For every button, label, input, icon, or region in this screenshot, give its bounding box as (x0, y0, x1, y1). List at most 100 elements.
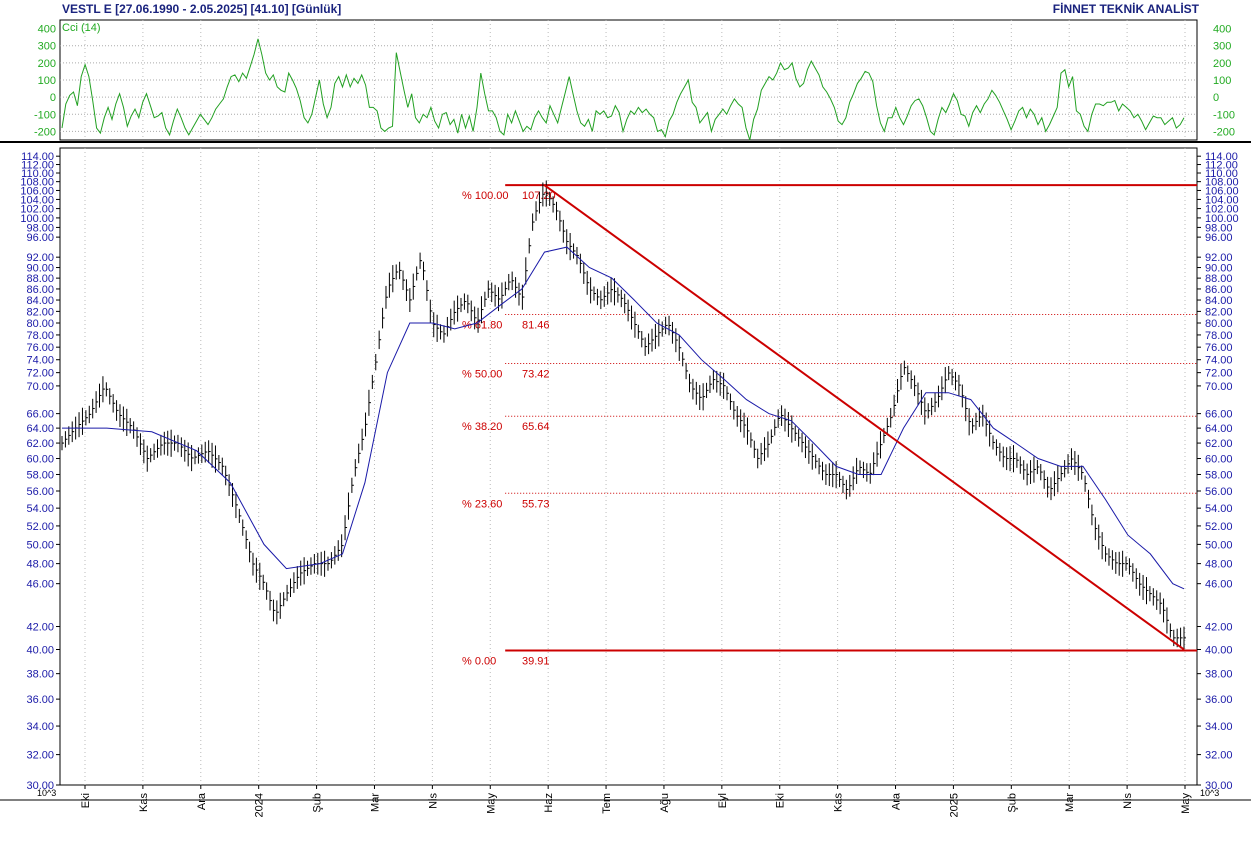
price-frame (59, 147, 1198, 786)
price-tick-label-right: 108.00 (1205, 177, 1239, 189)
price-tick-label-left: 40.00 (26, 644, 54, 656)
price-tick-label-right: 34.00 (1205, 721, 1233, 733)
fib-pct-label: % 0.00 (462, 656, 496, 668)
price-tick-label-left: 104.00 (20, 194, 54, 206)
fib-pct-label: % 23.60 (462, 498, 502, 510)
price-tick-label-right: 30.00 (1205, 780, 1233, 792)
price-tick-label-right: 52.00 (1205, 521, 1233, 533)
price-tick-label-right: 46.00 (1205, 579, 1233, 591)
price-tick-label-right: 36.00 (1205, 694, 1233, 706)
price-tick-label-right: 84.00 (1205, 295, 1233, 307)
x-tick-label: Tem (601, 793, 613, 814)
price-tick-label-left: 52.00 (26, 521, 54, 533)
axis-labels: 400 400 300 300 200 200 100 100 0 0 -100 -100 -200 -2… (20, 22, 1238, 817)
price-tick-label-right: 54.00 (1205, 503, 1233, 515)
cci-tick-label-left: -100 (34, 109, 56, 121)
price-tick-label-right: 96.00 (1205, 232, 1233, 244)
price-tick-label-right: 82.00 (1205, 306, 1233, 318)
cci-tick-label-right: 300 (1213, 41, 1231, 53)
price-tick-label-left: 108.00 (20, 177, 54, 189)
cci-tick-label-right: -200 (1213, 126, 1235, 138)
x-tick-label: Eki (775, 793, 787, 808)
price-tick-label-left: 82.00 (26, 306, 54, 318)
price-tick-label-left: 32.00 (26, 750, 54, 762)
price-tick-label-left: 72.00 (26, 368, 54, 380)
grid-lines (60, 20, 1197, 785)
cci-tick-label-left: 0 (50, 92, 56, 104)
price-tick-label-left: 54.00 (26, 503, 54, 515)
price-tick-label-right: 104.00 (1205, 194, 1239, 206)
price-tick-label-right: 90.00 (1205, 263, 1233, 275)
price-tick-label-left: 62.00 (26, 438, 54, 450)
x-tick-label: Eki (80, 793, 92, 808)
x-tick-label: Kas (833, 793, 845, 812)
chart-title: VESTL E [27.06.1990 - 2.05.2025] [41.10]… (62, 2, 342, 16)
x-tick-label: May (485, 793, 497, 814)
price-tick-label-right: 32.00 (1205, 750, 1233, 762)
price-tick-label-right: 78.00 (1205, 330, 1233, 342)
price-tick-label-left: 34.00 (26, 721, 54, 733)
x-tick-label: Haz (543, 793, 555, 813)
price-tick-label-right: 92.00 (1205, 252, 1233, 264)
cci-line (61, 38, 1185, 141)
x-tick-label: Ara (891, 792, 903, 810)
fib-pct-label: % 100.00 (462, 190, 508, 202)
price-tick-label-left: 106.00 (20, 185, 54, 197)
x-tick-label: Nis (427, 793, 439, 809)
price-tick-label-right: 102.00 (1205, 204, 1239, 216)
x-tick-label: Ara (196, 792, 208, 810)
price-tick-label-right: 80.00 (1205, 318, 1233, 330)
price-tick-label-left: 42.00 (26, 622, 54, 634)
price-tick-label-left: 76.00 (26, 342, 54, 354)
fib-value-label: 65.64 (522, 421, 550, 433)
brand-label: FİNNET TEKNİK ANALİST (1052, 2, 1199, 16)
fib-value-label: 107.20 (522, 190, 556, 202)
price-tick-label-left: 66.00 (26, 409, 54, 421)
cci-title: Cci (14) (62, 22, 101, 34)
price-tick-label-left: 56.00 (26, 486, 54, 498)
price-tick-label-right: 88.00 (1205, 273, 1233, 285)
price-tick-label-left: 84.00 (26, 295, 54, 307)
price-tick-label-right: 42.00 (1205, 622, 1233, 634)
fib-value-label: 81.46 (522, 319, 550, 331)
price-tick-label-left: 98.00 (26, 222, 54, 234)
price-tick-label-left: 48.00 (26, 559, 54, 571)
price-tick-label-right: 100.00 (1205, 213, 1239, 225)
price-tick-label-right: 40.00 (1205, 644, 1233, 656)
x-tick-label: Mar (1064, 793, 1076, 812)
price-tick-label-right: 60.00 (1205, 454, 1233, 466)
cci-tick-label-left: 200 (38, 58, 56, 70)
price-tick-label-right: 72.00 (1205, 368, 1233, 380)
price-tick-label-left: 112.00 (21, 160, 54, 172)
scale-label-left: 10^3 (37, 788, 56, 798)
x-tick-label: Şub (312, 793, 324, 813)
price-tick-label-left: 90.00 (26, 263, 54, 275)
x-tick-label: 2024 (254, 793, 266, 817)
price-tick-label-left: 70.00 (26, 381, 54, 393)
price-tick-label-right: 110.00 (1205, 168, 1238, 180)
price-tick-label-left: 50.00 (26, 539, 54, 551)
price-tick-label-left: 114.00 (21, 151, 54, 163)
cci-tick-label-left: 100 (38, 75, 56, 87)
price-tick-label-right: 76.00 (1205, 342, 1233, 354)
price-tick-label-right: 114.00 (1205, 151, 1238, 163)
price-tick-label-right: 58.00 (1205, 469, 1233, 481)
price-tick-label-left: 36.00 (26, 694, 54, 706)
price-panel: % 100.00 107.20 % 61.80 81.46 % 50.00 73.42 % … (61, 180, 1197, 668)
price-tick-label-left: 60.00 (26, 454, 54, 466)
price-tick-label-left: 58.00 (26, 469, 54, 481)
scale-label-right: 10^3 (1200, 788, 1219, 798)
cci-tick-label-left: 300 (38, 41, 56, 53)
price-tick-label-left: 100.00 (20, 213, 54, 225)
price-tick-label-right: 106.00 (1205, 185, 1239, 197)
cci-tick-label-left: 400 (38, 24, 56, 36)
price-tick-label-left: 86.00 (26, 284, 54, 296)
price-tick-label-right: 38.00 (1205, 669, 1233, 681)
price-tick-label-right: 56.00 (1205, 486, 1233, 498)
price-tick-label-left: 64.00 (26, 423, 54, 435)
x-tick-label: Mar (369, 793, 381, 812)
price-tick-label-left: 74.00 (26, 355, 54, 367)
x-tick-label: Ağu (659, 793, 671, 813)
cci-tick-label-right: 400 (1213, 24, 1231, 36)
moving-average-line (62, 246, 1185, 590)
